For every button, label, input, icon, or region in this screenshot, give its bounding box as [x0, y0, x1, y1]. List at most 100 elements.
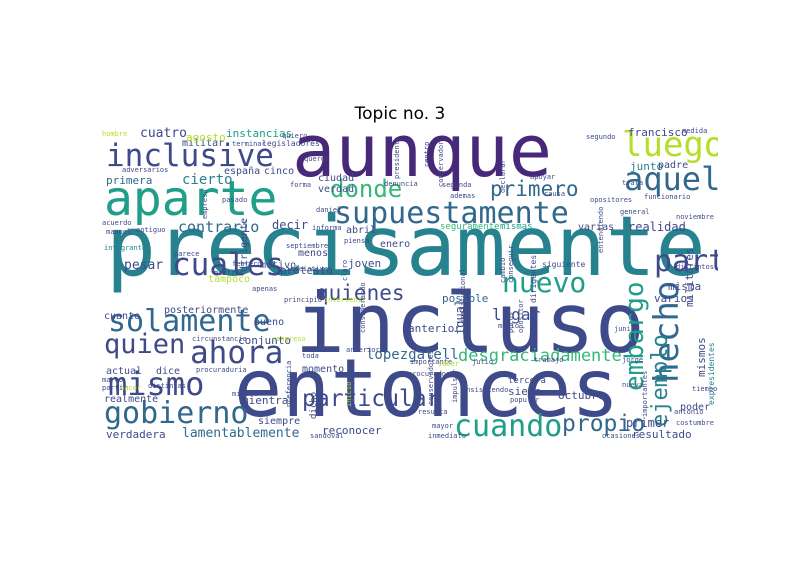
word-cuales: cuales — [172, 247, 284, 283]
word-septiembre: septiembre — [286, 242, 329, 250]
word-reconocer: reconocer — [322, 424, 382, 437]
word-varias: varias — [578, 222, 615, 233]
word-aquel: aquel — [624, 160, 718, 198]
word-febrero: febrero — [232, 260, 262, 268]
word-nuevo: nuevo — [502, 266, 587, 299]
word-lopezgatell: lopezgatell — [366, 347, 459, 363]
word-siguiente: siguiente — [542, 260, 586, 269]
word-ejemplo: ejemplo — [648, 334, 673, 427]
word-verdad: verdad — [318, 184, 355, 195]
word-anterior: anterior — [408, 322, 461, 335]
word-acuerdo: acuerdo — [102, 219, 132, 227]
word-distintas: distintas — [148, 382, 186, 390]
word-entonces: entonces — [234, 342, 620, 435]
word-realmente: realmente — [104, 394, 159, 405]
word-general: general — [620, 208, 650, 216]
word-institucional: institucional — [459, 268, 467, 323]
word-adversarios: adversarios — [122, 166, 169, 174]
word-mayor: mayor — [432, 422, 454, 430]
word-expresidentes: expresidentes — [707, 342, 716, 405]
word-primera: primera — [106, 174, 153, 187]
word-cinco: cinco — [264, 166, 295, 177]
word-decir: decir — [272, 218, 309, 232]
word-joven: joven — [348, 257, 382, 270]
word-lugar: lugar — [492, 305, 541, 324]
word-noviembre: noviembre — [676, 213, 714, 221]
word-procuraduria: procuraduria — [196, 366, 247, 374]
word-trata: trata — [622, 179, 644, 187]
word-inicio: inicio — [345, 381, 353, 407]
word-cuando: cuando — [454, 409, 563, 441]
word-ademas: ademas — [450, 192, 476, 200]
word-propio: propio — [562, 411, 646, 437]
word-mostrar: mostrar — [214, 269, 244, 277]
word-manuel: manuel — [106, 228, 132, 236]
word-empresa: empresa — [201, 189, 209, 219]
word-miguel: miguel — [232, 390, 258, 398]
word-cloud: precisamente incluso entonces aunque apa… — [102, 127, 718, 440]
word-aunque: aunque — [292, 127, 553, 193]
word-mientras: mientras — [242, 394, 295, 407]
word-desgraciadamente: desgraciadamente — [458, 346, 622, 366]
word-particular: particular — [302, 386, 441, 412]
word-declarar: declarar — [499, 159, 507, 193]
word-padre: padre — [658, 160, 689, 171]
word-precisamente: precisamente — [106, 198, 706, 295]
word-conservador: conservador — [437, 140, 445, 187]
word-tercera: tercera — [508, 376, 546, 386]
word-tiempo: tiempo — [692, 385, 718, 393]
word-segundo: segundo — [586, 133, 616, 141]
word-opositores: opositores — [590, 196, 633, 204]
word-luego: luego — [622, 127, 718, 165]
word-nueva: nueva — [622, 381, 644, 389]
word-siete: siete — [508, 385, 542, 398]
word-apenas: apenas — [252, 285, 278, 293]
word-octubre: octubre — [558, 389, 605, 402]
word-junto: junto — [630, 160, 664, 173]
word-insistiendo: insistiendo — [462, 386, 509, 394]
word-impulsar: impulsar — [451, 369, 459, 403]
word-informa: informa — [312, 224, 342, 232]
word-posible: posible — [442, 292, 489, 305]
word-protesta: protesta — [280, 264, 333, 277]
word-mismos: mismos — [695, 337, 708, 377]
word-integrante: integrante — [104, 244, 147, 252]
word-parte: parte — [654, 244, 718, 279]
word-presidente: presidente — [393, 136, 401, 179]
word-enero: enero — [380, 239, 411, 250]
word-jorge: jorge — [622, 356, 644, 364]
word-cierto: cierto — [182, 172, 233, 188]
word-importante: importante — [410, 358, 453, 366]
word-terminar: terminar — [232, 140, 266, 148]
word-primer: primer — [626, 416, 670, 430]
word-agosto: agosto — [186, 131, 226, 144]
word-seguramente: seguramente — [440, 222, 500, 232]
word-gobierno: gobierno — [104, 396, 249, 431]
word-pesar: pesar — [124, 258, 164, 273]
word-lamentablemente: lamentablemente — [182, 426, 300, 440]
word-congreso: congreso — [272, 335, 306, 343]
word-claro: claro — [341, 259, 349, 281]
word-dirigente: dirigente — [239, 217, 250, 272]
word-menos: menos — [298, 248, 329, 259]
word-junio: junio — [614, 325, 636, 333]
word-donde: donde — [330, 175, 403, 203]
word-julio: julio — [472, 358, 494, 366]
word-trabajo: trabajo — [534, 356, 564, 364]
word-siempre: siempre — [258, 416, 301, 427]
word-causa: causa — [544, 190, 566, 198]
word-conjunto: conjunto — [238, 334, 291, 347]
word-realidad: realidad — [628, 220, 686, 234]
word-querer: querer — [304, 155, 330, 163]
word-segunda: segunda — [442, 181, 472, 189]
word-apoyar: apoyar — [530, 173, 556, 181]
word-pasado: pasado — [222, 196, 248, 204]
word-ahora: ahora — [190, 335, 284, 371]
word-distintos: distintos — [676, 263, 714, 271]
word-entendiendo: entendiendo — [597, 206, 605, 253]
word-mismo: mismo — [108, 365, 205, 403]
word-conservadores: conservadores — [427, 350, 435, 405]
word-inmediato: inmediato — [428, 432, 466, 440]
word-popular: popular — [510, 396, 540, 404]
word-toda: toda — [302, 352, 319, 360]
